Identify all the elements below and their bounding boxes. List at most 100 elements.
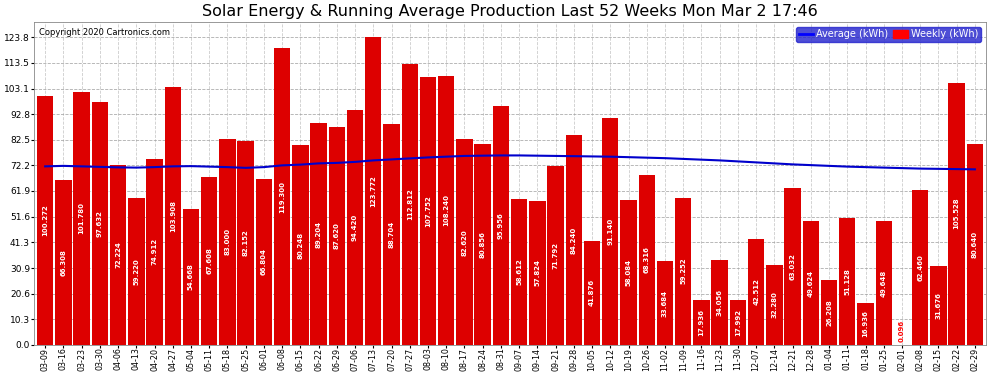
Text: 108.240: 108.240 — [444, 194, 449, 226]
Text: 33.684: 33.684 — [662, 290, 668, 316]
Bar — [238, 141, 253, 345]
Bar — [128, 198, 145, 345]
Bar — [164, 87, 181, 345]
Text: 84.240: 84.240 — [571, 226, 577, 254]
Bar — [747, 239, 764, 345]
Text: 74.912: 74.912 — [151, 238, 157, 265]
Bar — [219, 138, 236, 345]
Bar — [147, 159, 162, 345]
Bar — [857, 303, 874, 345]
Bar — [584, 241, 600, 345]
Title: Solar Energy & Running Average Production Last 52 Weeks Mon Mar 2 17:46: Solar Energy & Running Average Productio… — [202, 4, 818, 19]
Bar — [875, 221, 892, 345]
Text: 82.152: 82.152 — [243, 230, 248, 256]
Legend: Average (kWh), Weekly (kWh): Average (kWh), Weekly (kWh) — [796, 27, 981, 42]
Text: 119.300: 119.300 — [279, 180, 285, 213]
Text: 66.804: 66.804 — [261, 248, 267, 275]
Bar — [474, 144, 491, 345]
Bar — [438, 76, 454, 345]
Text: 41.876: 41.876 — [589, 279, 595, 306]
Bar — [712, 260, 728, 345]
Text: 94.420: 94.420 — [352, 214, 358, 241]
Bar — [92, 102, 108, 345]
Text: 58.084: 58.084 — [626, 259, 632, 286]
Bar — [201, 177, 218, 345]
Text: 72.224: 72.224 — [115, 242, 121, 268]
Bar — [493, 106, 509, 345]
Bar — [183, 209, 199, 345]
Bar — [274, 48, 290, 345]
Text: 80.856: 80.856 — [480, 231, 486, 258]
Text: 66.308: 66.308 — [60, 249, 66, 276]
Bar — [656, 261, 673, 345]
Text: 31.676: 31.676 — [936, 292, 941, 319]
Bar — [730, 300, 746, 345]
Text: 67.608: 67.608 — [206, 248, 212, 274]
Bar — [547, 166, 563, 345]
Bar — [329, 127, 346, 345]
Text: 123.772: 123.772 — [370, 175, 376, 207]
Text: 88.704: 88.704 — [388, 221, 395, 248]
Text: 49.648: 49.648 — [881, 270, 887, 297]
Text: 17.936: 17.936 — [698, 309, 705, 336]
Text: 57.824: 57.824 — [535, 260, 541, 286]
Bar — [346, 110, 363, 345]
Text: 83.000: 83.000 — [225, 228, 231, 255]
Bar — [55, 180, 71, 345]
Text: 42.512: 42.512 — [753, 279, 759, 305]
Text: 82.620: 82.620 — [461, 229, 467, 255]
Bar — [639, 175, 655, 345]
Bar — [602, 118, 619, 345]
Text: 54.668: 54.668 — [188, 263, 194, 290]
Text: 17.992: 17.992 — [735, 309, 741, 336]
Text: 16.936: 16.936 — [862, 310, 868, 337]
Bar — [511, 199, 528, 345]
Text: 59.220: 59.220 — [134, 258, 140, 285]
Bar — [675, 198, 691, 345]
Bar — [840, 218, 855, 345]
Text: 97.632: 97.632 — [97, 210, 103, 237]
Text: 80.248: 80.248 — [297, 231, 303, 259]
Bar — [931, 266, 946, 345]
Text: 59.252: 59.252 — [680, 258, 686, 285]
Text: 63.032: 63.032 — [790, 253, 796, 280]
Text: 80.640: 80.640 — [972, 231, 978, 258]
Bar — [621, 201, 637, 345]
Text: 49.624: 49.624 — [808, 270, 814, 297]
Bar — [383, 124, 400, 345]
Bar — [110, 165, 127, 345]
Text: 95.956: 95.956 — [498, 212, 504, 239]
Bar — [365, 37, 381, 345]
Bar — [402, 64, 418, 345]
Bar — [565, 135, 582, 345]
Text: 68.316: 68.316 — [644, 246, 649, 273]
Bar — [456, 140, 472, 345]
Text: 32.280: 32.280 — [771, 291, 777, 318]
Text: 26.208: 26.208 — [826, 299, 832, 326]
Text: 105.528: 105.528 — [953, 198, 959, 230]
Text: 91.140: 91.140 — [607, 218, 613, 245]
Text: 58.612: 58.612 — [516, 259, 522, 285]
Bar — [255, 179, 272, 345]
Bar — [766, 265, 782, 345]
Text: 107.752: 107.752 — [425, 195, 431, 227]
Text: 34.056: 34.056 — [717, 289, 723, 316]
Bar — [912, 190, 929, 345]
Bar — [530, 201, 545, 345]
Text: 103.908: 103.908 — [169, 200, 176, 232]
Bar — [292, 146, 309, 345]
Bar — [37, 96, 53, 345]
Text: 0.096: 0.096 — [899, 320, 905, 342]
Bar — [420, 77, 437, 345]
Text: 71.792: 71.792 — [552, 242, 558, 269]
Text: 87.620: 87.620 — [334, 222, 340, 249]
Bar — [311, 123, 327, 345]
Text: 62.460: 62.460 — [917, 254, 924, 280]
Text: 112.812: 112.812 — [407, 189, 413, 220]
Text: 51.128: 51.128 — [844, 268, 850, 295]
Bar — [784, 188, 801, 345]
Bar — [821, 280, 838, 345]
Text: 100.272: 100.272 — [43, 204, 49, 236]
Text: Copyright 2020 Cartronics.com: Copyright 2020 Cartronics.com — [39, 28, 170, 37]
Bar — [803, 222, 819, 345]
